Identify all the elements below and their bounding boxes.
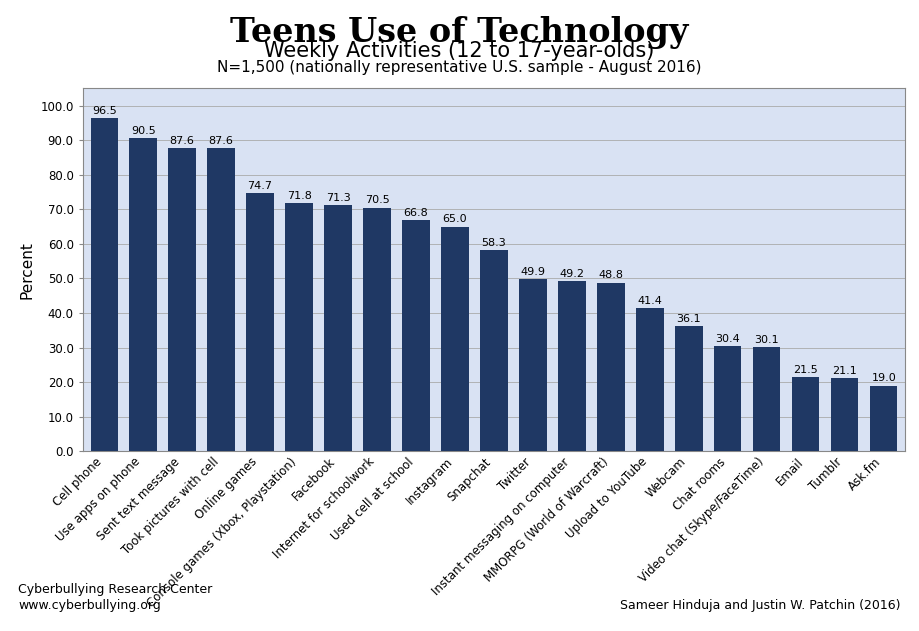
Text: 71.8: 71.8	[287, 191, 312, 201]
Text: Teens Use of Technology: Teens Use of Technology	[231, 16, 688, 49]
Text: Weekly Activities (12 to 17-year-olds): Weekly Activities (12 to 17-year-olds)	[265, 41, 654, 61]
Bar	[792, 377, 820, 451]
Text: 70.5: 70.5	[365, 196, 390, 206]
Text: 36.1: 36.1	[676, 314, 701, 324]
Y-axis label: Percent: Percent	[19, 241, 35, 298]
Text: 19.0: 19.0	[871, 374, 896, 384]
Bar	[168, 148, 196, 451]
Text: 30.1: 30.1	[754, 335, 779, 345]
Bar	[831, 378, 858, 451]
Bar	[246, 193, 274, 451]
Bar	[597, 283, 625, 451]
Bar	[519, 279, 547, 451]
Text: 65.0: 65.0	[443, 215, 467, 225]
Bar	[363, 208, 391, 451]
Text: 48.8: 48.8	[598, 271, 623, 280]
Text: 30.4: 30.4	[716, 334, 740, 344]
Text: Sameer Hinduja and Justin W. Patchin (2016): Sameer Hinduja and Justin W. Patchin (20…	[620, 599, 901, 612]
Text: 90.5: 90.5	[130, 126, 155, 136]
Text: 96.5: 96.5	[92, 105, 117, 115]
Text: 87.6: 87.6	[209, 136, 233, 146]
Text: 41.4: 41.4	[638, 296, 663, 306]
Bar	[324, 205, 352, 451]
Text: 21.5: 21.5	[793, 365, 818, 375]
Bar	[558, 281, 585, 451]
Bar	[130, 138, 157, 451]
Text: 87.6: 87.6	[170, 136, 195, 146]
Text: 74.7: 74.7	[247, 181, 273, 191]
Text: 58.3: 58.3	[482, 238, 506, 247]
Bar	[481, 250, 507, 451]
Text: 49.2: 49.2	[560, 269, 584, 279]
Bar	[714, 346, 742, 451]
Bar	[403, 220, 430, 451]
Bar	[675, 326, 702, 451]
Bar	[754, 347, 780, 451]
Bar	[90, 118, 118, 451]
Bar	[441, 227, 469, 451]
Bar	[286, 203, 312, 451]
Text: N=1,500 (nationally representative U.S. sample - August 2016): N=1,500 (nationally representative U.S. …	[217, 60, 702, 75]
Text: 49.9: 49.9	[520, 267, 546, 276]
Bar	[870, 386, 898, 451]
Bar	[636, 308, 664, 451]
Text: 66.8: 66.8	[403, 208, 428, 218]
Bar	[208, 148, 234, 451]
Text: 71.3: 71.3	[325, 192, 350, 203]
Text: Cyberbullying Research Center: Cyberbullying Research Center	[18, 583, 212, 596]
Text: www.cyberbullying.org: www.cyberbullying.org	[18, 599, 161, 612]
Text: 21.1: 21.1	[833, 366, 857, 376]
